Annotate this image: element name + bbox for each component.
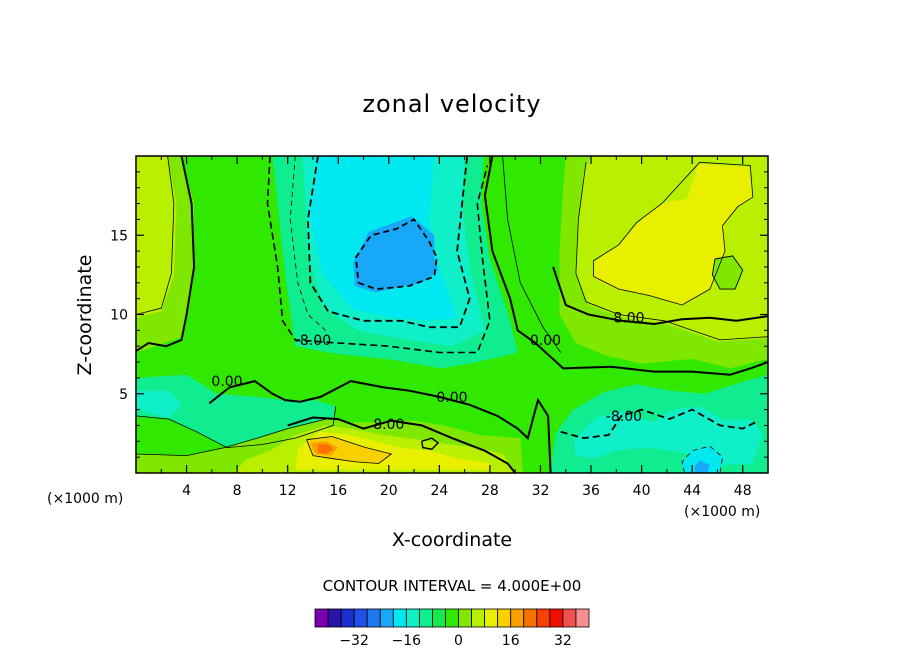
colorbar-tick-labels: −32 −16 0 16 32 (339, 633, 571, 649)
x-axis-ticks: 4 8 12 16 20 24 28 32 36 40 44 48 (160, 156, 752, 499)
x-tick-label: 48 (734, 483, 752, 499)
contour-label: -8.00 (295, 333, 331, 349)
colorbar-swatch (366, 608, 381, 628)
region-lower-darkorange (318, 444, 334, 454)
colorbar-swatch (510, 608, 525, 628)
x-tick-label: 8 (233, 483, 242, 499)
contour-zero-right (483, 156, 768, 376)
contour-eight-lower (287, 416, 516, 473)
velocity-field (136, 156, 768, 473)
contour-thin-lower (136, 418, 326, 457)
colorbar-swatch (458, 608, 472, 628)
x-tick-label: 44 (683, 483, 701, 499)
y-axis-label: Z-coordinate (74, 255, 96, 376)
colorbar-swatch (379, 608, 394, 628)
contour-neg8-upper (266, 156, 491, 354)
region-lowerright-aqua (573, 406, 763, 466)
colorbar-swatch (523, 608, 538, 628)
contour-thin-rightmid (502, 156, 562, 353)
contour-labels: 8.00 0.00 -8.00 0.00 0.00 8.00 -8.00 (211, 311, 644, 433)
y-tick-label: 15 (110, 228, 128, 244)
y-tick-label: 10 (110, 308, 128, 324)
colorbar-tick-label: 0 (454, 633, 463, 649)
colorbar-swatch (575, 608, 590, 628)
colorbar (314, 608, 590, 628)
colorbar-swatch (314, 608, 329, 628)
colorbar-swatch (445, 608, 459, 628)
contour-right-circle (711, 255, 744, 290)
colorbar-swatch (327, 608, 342, 628)
colorbar-tick-label: −32 (339, 633, 369, 649)
contour-label: 8.00 (613, 311, 644, 327)
contour-neg8-lowerright (560, 408, 756, 440)
colorbar-swatch (549, 608, 564, 628)
chart-title: zonal velocity (362, 90, 541, 118)
x-tick-label: 12 (279, 483, 297, 499)
contour-label: 8.00 (373, 417, 404, 433)
colorbar-swatch (471, 608, 486, 628)
colorbar-swatch (432, 608, 446, 628)
contour-label: 0.00 (211, 374, 242, 390)
colorbar-swatch (340, 608, 355, 628)
contour-lines (136, 156, 768, 473)
region-lowerright-skyblue (694, 460, 710, 473)
x-tick-label: 4 (182, 483, 191, 499)
colorbar-swatch (405, 608, 420, 628)
contour-thin-gold (306, 436, 393, 464)
contour-interval-label: CONTOUR INTERVAL = 4.000E+00 (323, 577, 582, 595)
contour-thin-left (136, 156, 175, 315)
x-tick-label: 32 (532, 483, 550, 499)
x-tick-label: 28 (481, 483, 499, 499)
contour-label: -8.00 (606, 409, 642, 425)
contour-thin-right (575, 162, 768, 341)
x-tick-label: 24 (430, 483, 448, 499)
contour-thin-yellow (593, 161, 754, 306)
region-left-yellowgreen (136, 156, 177, 318)
colorbar-swatch (353, 608, 368, 628)
contour-small-oval (421, 437, 440, 450)
contour-thin-lowerleft (136, 406, 337, 449)
x-tick-label: 36 (582, 483, 600, 499)
region-lowerleft-aqua (136, 390, 182, 418)
contour-label: 0.00 (530, 333, 561, 349)
colorbar-swatch (392, 608, 407, 628)
colorbar-swatch (484, 608, 499, 628)
x-tick-label: 16 (329, 483, 347, 499)
colorbar-tick-label: 32 (554, 633, 572, 649)
contour-label: 0.00 (436, 390, 467, 406)
x-axis-unit-left: (×1000 m) (47, 491, 123, 507)
contour-zero-lower (208, 380, 552, 473)
contour-eight-right (552, 266, 768, 326)
y-axis-ticks: 5 10 15 (110, 171, 768, 458)
x-axis-label: X-coordinate (392, 529, 512, 551)
colorbar-swatch (497, 608, 512, 628)
y-tick-label: 5 (119, 387, 128, 403)
colorbar-swatch (418, 608, 433, 628)
x-axis-unit-right: (×1000 m) (684, 504, 760, 520)
contour-zero-left (136, 156, 196, 352)
x-tick-label: 40 (633, 483, 651, 499)
contour-thin-upper (289, 156, 326, 331)
colorbar-swatch (536, 608, 551, 628)
contour-neg20-blob (354, 218, 438, 291)
contour-lowerright-blob (681, 445, 723, 473)
colorbar-tick-label: 16 (502, 633, 520, 649)
colorbar-tick-label: −16 (392, 633, 422, 649)
x-tick-label: 20 (380, 483, 398, 499)
colorbar-swatch (562, 608, 577, 628)
